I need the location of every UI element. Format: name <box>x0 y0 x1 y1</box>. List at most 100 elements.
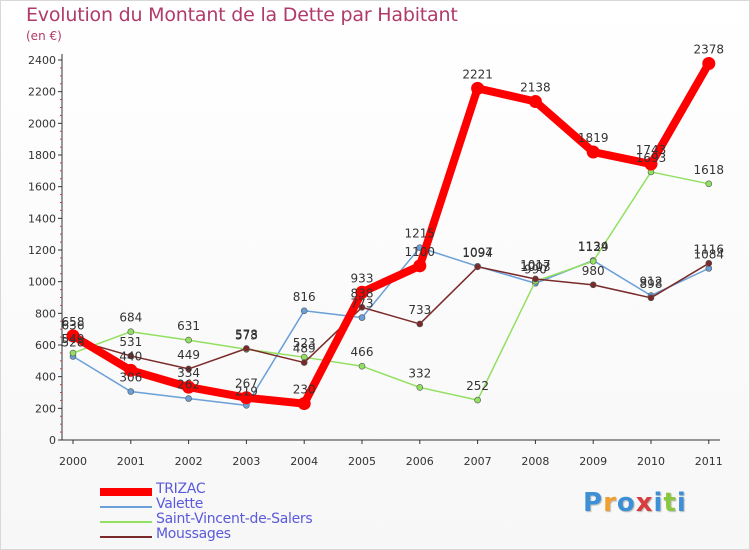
y-tick-label: 2000 <box>28 117 56 130</box>
brand-letter: i <box>653 488 664 518</box>
data-label: 1084 <box>694 247 725 261</box>
data-label: 1100 <box>405 245 436 259</box>
x-tick-label: 2002 <box>175 455 203 468</box>
brand-letter: r <box>603 488 617 518</box>
x-tick-label: 2005 <box>348 455 376 468</box>
x-tick-label: 2010 <box>637 455 665 468</box>
data-label: 631 <box>177 319 200 333</box>
data-point-moussages <box>532 275 539 283</box>
data-label: 980 <box>582 264 605 278</box>
data-label: 1097 <box>462 245 493 259</box>
data-point-moussages <box>243 345 250 352</box>
data-label: 334 <box>177 366 200 380</box>
data-label: 528 <box>62 335 85 349</box>
data-label: 1116 <box>694 242 725 256</box>
data-label: 252 <box>466 379 489 393</box>
data-point-trizac <box>239 391 253 405</box>
data-point-trizac <box>528 94 542 108</box>
legend-swatch-valette <box>100 506 152 508</box>
data-label: 684 <box>119 311 142 325</box>
data-point-moussages <box>300 359 308 366</box>
brand-letter: t <box>663 488 677 518</box>
y-tick-label: 1400 <box>28 212 56 225</box>
brand-letter: P <box>583 488 604 518</box>
data-point-trizac <box>413 259 427 273</box>
data-point-trizac <box>644 157 658 171</box>
legend-label-valette: Valette <box>156 496 204 512</box>
x-tick-label: 2007 <box>464 455 492 468</box>
legend-label-moussages: Moussages <box>156 526 231 542</box>
data-label: 230 <box>293 383 316 397</box>
data-label: 1094 <box>462 246 493 260</box>
y-tick-label: 1200 <box>28 244 56 257</box>
y-tick-label: 800 <box>35 307 56 320</box>
chart-axes: 0 200 400 600 800 1000 1200 1400 1600 1800 2000 220… <box>28 54 723 468</box>
data-point-saint-vincent-de-salers <box>127 328 135 336</box>
data-point-trizac <box>702 56 716 70</box>
data-point-trizac <box>471 81 485 95</box>
data-label: 332 <box>408 366 431 380</box>
data-point-moussages <box>705 259 713 267</box>
y-tick-label: 1000 <box>28 276 56 289</box>
legend-swatch-moussages <box>100 536 152 538</box>
data-point-trizac <box>355 285 369 299</box>
data-label: 912 <box>640 275 663 289</box>
data-point-moussages <box>416 320 424 328</box>
data-label: 838 <box>351 286 374 300</box>
data-point-moussages <box>358 304 366 311</box>
series-layer <box>66 56 716 411</box>
data-point-trizac <box>586 145 600 159</box>
data-label: 733 <box>408 303 431 317</box>
data-label: 1129 <box>578 240 609 254</box>
data-label: 1003 <box>520 260 551 274</box>
data-label: 449 <box>177 348 200 362</box>
data-label: 1215 <box>405 227 436 241</box>
brand-letter: x <box>635 488 654 518</box>
x-tick-label: 2004 <box>290 455 318 468</box>
data-point-saint-vincent-de-salers <box>358 362 366 370</box>
data-label: 1693 <box>636 151 667 165</box>
data-label: 1743 <box>636 143 667 157</box>
data-point-saint-vincent-de-salers <box>705 180 713 188</box>
data-label: 773 <box>351 297 374 311</box>
brand-letter: o <box>616 488 636 518</box>
proxiti-logo: Proxiti <box>583 488 687 518</box>
data-point-valette <box>358 314 366 321</box>
y-tick-label: 0 <box>49 434 56 447</box>
x-tick-label: 2003 <box>232 455 260 468</box>
series-line-saint-vincent-de-salers <box>72 171 710 401</box>
data-label: 816 <box>293 290 316 304</box>
data-point-saint-vincent-de-salers <box>69 349 77 357</box>
legend-swatch-trizac <box>100 488 152 496</box>
data-label: 489 <box>293 342 316 356</box>
x-tick-label: 2008 <box>521 455 549 468</box>
data-label: 1819 <box>578 131 609 145</box>
data-point-moussages <box>589 281 597 289</box>
data-point-moussages <box>647 294 655 302</box>
data-point-valette <box>185 395 192 402</box>
data-point-moussages <box>127 352 135 360</box>
data-point-valette <box>127 388 135 395</box>
data-label: 636 <box>62 318 85 332</box>
data-label: 466 <box>351 345 374 359</box>
data-point-saint-vincent-de-salers <box>474 396 481 404</box>
x-tick-label: 2006 <box>406 455 434 468</box>
data-point-moussages <box>474 263 481 271</box>
chart-title: Evolution du Montant de la Dette par Hab… <box>26 4 458 26</box>
data-label: 658 <box>62 315 85 329</box>
data-label: 578 <box>235 327 258 341</box>
data-label: 1618 <box>694 163 725 177</box>
data-label: 1134 <box>578 239 609 253</box>
series-line-trizac <box>69 59 713 408</box>
data-point-trizac <box>297 397 311 411</box>
x-tick-label: 2001 <box>117 455 145 468</box>
data-label: 267 <box>235 377 258 391</box>
data-point-saint-vincent-de-salers <box>416 384 424 391</box>
y-tick-label: 1800 <box>28 149 56 162</box>
data-point-saint-vincent-de-salers <box>589 257 597 265</box>
y-tick-label: 2400 <box>28 54 56 67</box>
y-tick-label: 2200 <box>28 86 56 99</box>
y-tick-label: 600 <box>35 339 56 352</box>
y-tick-label: 400 <box>35 371 56 384</box>
